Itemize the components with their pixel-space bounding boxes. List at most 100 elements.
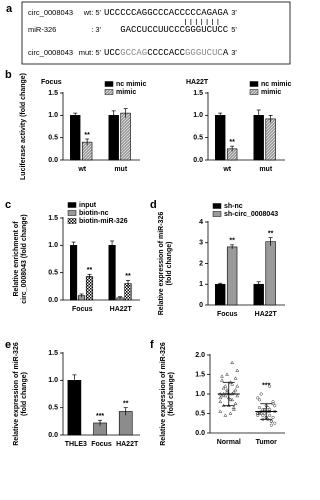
data-point: [256, 396, 260, 400]
error-bar: [71, 241, 76, 249]
x-tick-label: wt: [222, 166, 231, 173]
y-tick-label: 0.5: [48, 135, 58, 142]
x-tick-label: Tumor: [256, 439, 278, 446]
panel-label: e: [5, 339, 11, 351]
y-tick-label: 1.5: [48, 350, 58, 357]
y-tick-label: 1.5: [48, 90, 58, 97]
error-bar: [256, 281, 261, 287]
legend-swatch: [249, 81, 259, 87]
bar: [253, 115, 264, 161]
data-point: [221, 386, 226, 390]
legend-label: sh-nc: [224, 203, 243, 210]
strand-end: 3': [231, 8, 237, 17]
y-tick-label: 1.5: [195, 371, 205, 378]
data-point: [269, 423, 273, 427]
x-tick-label: mut: [259, 166, 273, 173]
data-point: [268, 384, 272, 388]
y-tick-label: 1.0: [48, 377, 58, 384]
data-point: [263, 411, 267, 416]
data-point: [228, 397, 233, 402]
legend-label: biotin-nc: [79, 210, 109, 217]
y-tick-label: 0.5: [193, 135, 203, 142]
legend-label: biotin-miR-326: [79, 218, 128, 225]
y-tick-label: 4: [199, 219, 203, 226]
error-bar: [110, 240, 115, 250]
panel-label: a: [6, 3, 13, 15]
x-tick-label: HA22T: [255, 311, 278, 318]
strand-end: 5': [231, 25, 237, 34]
sequence-part: GGGUCUC: [185, 48, 223, 58]
significance: ***: [262, 383, 270, 390]
data-point: [223, 384, 228, 388]
error-bar: [256, 109, 261, 121]
sequence-part: GCCAG: [120, 48, 147, 58]
legend-swatch: [104, 81, 114, 87]
legend-label: mimic: [261, 89, 281, 96]
y-tick-label: 1.5: [193, 90, 203, 97]
sequence-part: A: [223, 48, 229, 58]
data-point: [218, 409, 223, 413]
legend-swatch: [104, 89, 114, 95]
y-axis-label: circ_0008043 (fold change): [21, 214, 28, 304]
error-bar: [85, 138, 90, 146]
y-tick-label: 1.0: [193, 112, 203, 119]
data-point: [273, 421, 277, 425]
bar: [253, 283, 264, 306]
y-tick-label: 0.0: [48, 297, 58, 304]
bar: [70, 115, 81, 161]
legend-swatch: [67, 202, 77, 208]
x-tick-label: Focus: [217, 311, 238, 318]
pairing-bars: [185, 19, 219, 25]
bar: [108, 245, 116, 301]
x-tick-label: wt: [77, 166, 86, 173]
bar: [67, 380, 82, 436]
error-bar: [98, 419, 103, 426]
legend-label: mimic: [116, 89, 136, 96]
legend-swatch: [212, 211, 222, 217]
sequence-name: miR-326: [28, 25, 56, 34]
sd-bar: [260, 403, 273, 420]
strand-label: mut: 5': [79, 48, 102, 57]
y-tick-label: 0: [199, 302, 203, 309]
error-bar: [123, 407, 128, 416]
legend-swatch: [67, 210, 77, 216]
error-bar: [123, 108, 128, 118]
panel-label: f: [150, 339, 154, 351]
legend-swatch: [212, 203, 222, 209]
significance: **: [123, 401, 129, 408]
data-point: [261, 413, 265, 418]
sequence-part: CCCCACC: [147, 48, 185, 58]
error-bar: [218, 282, 223, 286]
error-bar: [111, 110, 116, 120]
strand-label: wt: 5': [83, 8, 102, 17]
y-axis-label: (fold change): [166, 242, 173, 286]
x-tick-label: Focus: [72, 306, 93, 313]
y-axis-label: Relative expression of miR-326: [13, 342, 20, 446]
legend-swatch: [249, 89, 259, 95]
figure: a circ_0008043 wt: 5' UCCCCCAGGCCCACCCCCAGA…: [5, 1, 291, 448]
bar: [120, 112, 131, 161]
bar: [265, 118, 276, 161]
y-axis-label: (fold change): [21, 372, 28, 416]
bar: [70, 245, 78, 301]
legend-label: nc mimic: [116, 81, 146, 88]
y-tick-label: 1.0: [195, 391, 205, 398]
data-point: [235, 368, 240, 372]
data-point: [231, 389, 236, 394]
chart-title: HA22T: [186, 79, 209, 86]
y-tick-label: 0.5: [195, 410, 205, 417]
data-point: [273, 404, 277, 408]
significance: **: [125, 273, 131, 280]
data-point: [233, 401, 238, 405]
data-point: [223, 413, 228, 417]
data-point: [228, 411, 233, 415]
strand-label: : 3': [91, 25, 101, 34]
data-point: [220, 378, 224, 382]
legend-label: input: [79, 202, 97, 209]
y-axis-label: Luciferase activity (fold change): [20, 73, 27, 180]
x-tick-label: HA22T: [110, 306, 133, 313]
bar: [215, 115, 226, 161]
data-point: [271, 415, 275, 419]
significance: ***: [96, 413, 104, 420]
y-tick-label: 1: [199, 281, 203, 288]
